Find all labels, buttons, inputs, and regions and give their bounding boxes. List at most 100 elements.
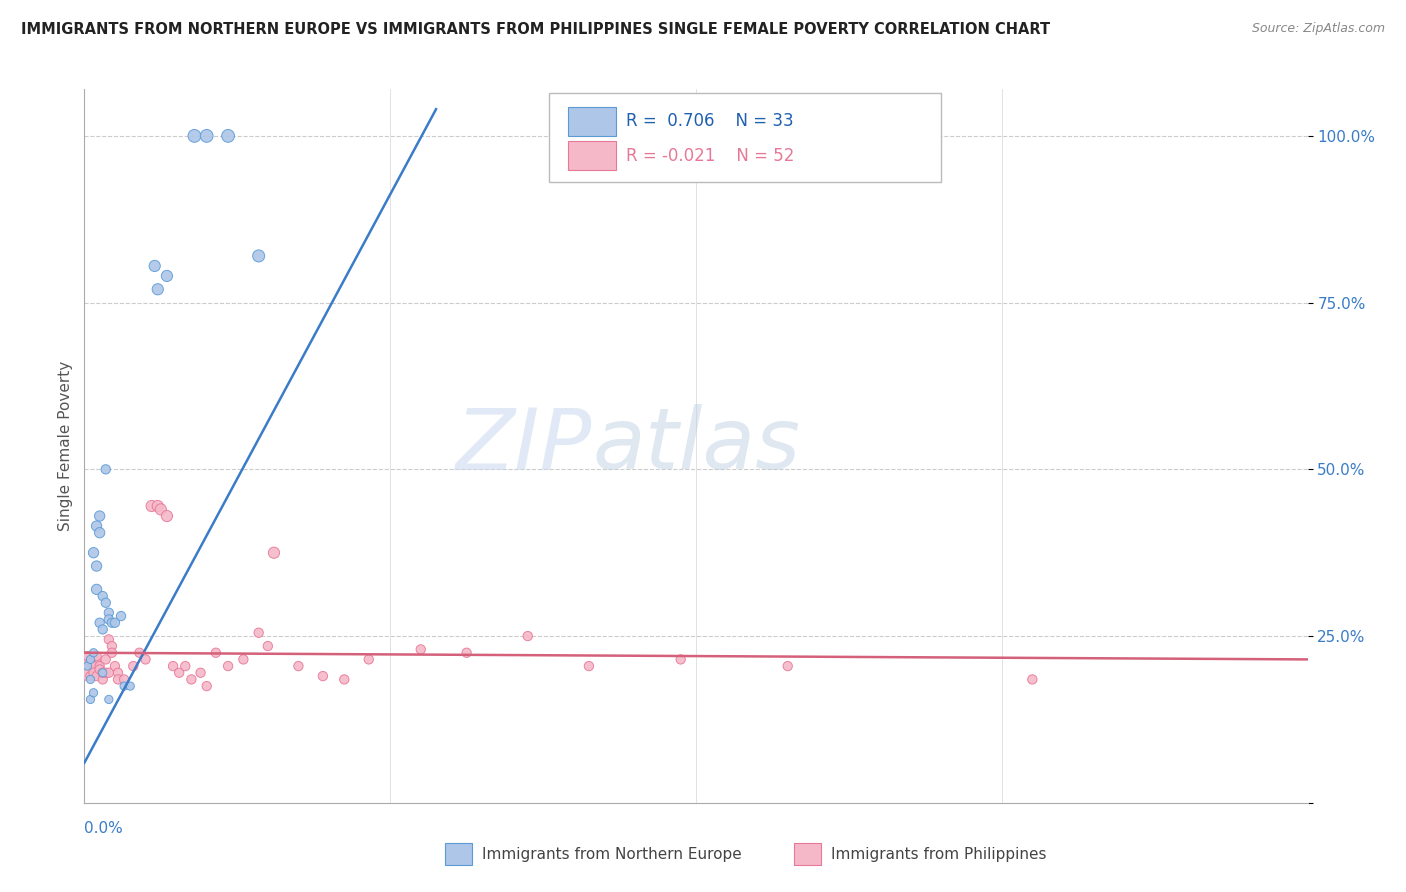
Point <box>101 639 124 653</box>
Point <box>333 673 356 687</box>
Point <box>83 686 105 700</box>
Point <box>104 615 127 630</box>
Point <box>89 509 111 524</box>
Point <box>107 673 129 687</box>
Point <box>94 596 117 610</box>
Point <box>456 646 478 660</box>
Point <box>287 659 309 673</box>
Point <box>357 652 380 666</box>
Point <box>107 665 129 680</box>
Point <box>112 673 135 687</box>
Text: R = -0.021    N = 52: R = -0.021 N = 52 <box>626 146 794 164</box>
Point <box>79 652 101 666</box>
Point <box>146 282 169 296</box>
Point <box>83 646 105 660</box>
Point <box>79 673 101 687</box>
Point <box>79 656 101 670</box>
Text: Immigrants from Philippines: Immigrants from Philippines <box>831 847 1046 862</box>
Point <box>89 525 111 540</box>
Point <box>94 652 117 666</box>
Point <box>89 662 111 676</box>
Point <box>205 646 228 660</box>
Point <box>97 665 120 680</box>
Point <box>79 692 101 706</box>
Point <box>669 652 692 666</box>
Point <box>97 632 120 647</box>
Point <box>149 502 172 516</box>
Point <box>195 679 218 693</box>
Point <box>141 499 163 513</box>
Point <box>122 659 145 673</box>
Point <box>91 665 114 680</box>
Point <box>89 615 111 630</box>
Point <box>83 665 105 680</box>
Point <box>101 646 124 660</box>
Text: ZIP: ZIP <box>456 404 592 488</box>
Point <box>190 665 212 680</box>
Y-axis label: Single Female Poverty: Single Female Poverty <box>58 361 73 531</box>
Point <box>183 128 205 143</box>
Point <box>1021 673 1043 687</box>
Point <box>162 659 184 673</box>
Point <box>516 629 538 643</box>
FancyBboxPatch shape <box>568 107 616 136</box>
Point <box>86 519 108 533</box>
Text: IMMIGRANTS FROM NORTHERN EUROPE VS IMMIGRANTS FROM PHILIPPINES SINGLE FEMALE POV: IMMIGRANTS FROM NORTHERN EUROPE VS IMMIG… <box>21 22 1050 37</box>
Point <box>247 249 270 263</box>
Point <box>86 669 108 683</box>
Point <box>247 625 270 640</box>
Point <box>89 659 111 673</box>
Point <box>146 499 169 513</box>
Point <box>104 659 127 673</box>
Point <box>91 623 114 637</box>
Point <box>83 546 105 560</box>
Point <box>97 692 120 706</box>
Point <box>110 609 132 624</box>
Point <box>79 669 101 683</box>
Point <box>91 665 114 680</box>
Point <box>120 679 142 693</box>
Point <box>128 646 150 660</box>
Text: atlas: atlas <box>592 404 800 488</box>
Point <box>135 652 157 666</box>
Point <box>83 659 105 673</box>
FancyBboxPatch shape <box>794 844 821 865</box>
Point <box>86 559 108 574</box>
Point <box>101 615 124 630</box>
Point <box>232 652 254 666</box>
Point <box>156 509 179 524</box>
Point <box>76 659 98 673</box>
Point <box>217 128 239 143</box>
FancyBboxPatch shape <box>568 141 616 169</box>
Point <box>263 546 285 560</box>
Point <box>167 665 190 680</box>
Point <box>776 659 799 673</box>
Point <box>94 462 117 476</box>
Text: Source: ZipAtlas.com: Source: ZipAtlas.com <box>1251 22 1385 36</box>
FancyBboxPatch shape <box>550 93 941 182</box>
Point <box>257 639 280 653</box>
Point <box>156 268 179 283</box>
Point <box>112 679 135 693</box>
Point <box>409 642 432 657</box>
Point <box>97 612 120 626</box>
FancyBboxPatch shape <box>446 844 472 865</box>
Text: R =  0.706    N = 33: R = 0.706 N = 33 <box>626 112 794 130</box>
Point <box>195 128 218 143</box>
Point <box>97 606 120 620</box>
Point <box>91 589 114 603</box>
Point <box>76 649 98 664</box>
Text: 0.0%: 0.0% <box>84 821 124 836</box>
Point <box>180 673 202 687</box>
Point <box>578 659 600 673</box>
Point <box>86 582 108 597</box>
Point <box>91 673 114 687</box>
Point <box>143 259 166 273</box>
Point <box>312 669 335 683</box>
Point <box>174 659 197 673</box>
Point <box>86 649 108 664</box>
Point <box>76 659 98 673</box>
Text: Immigrants from Northern Europe: Immigrants from Northern Europe <box>482 847 741 862</box>
Point <box>217 659 239 673</box>
Point <box>94 665 117 680</box>
